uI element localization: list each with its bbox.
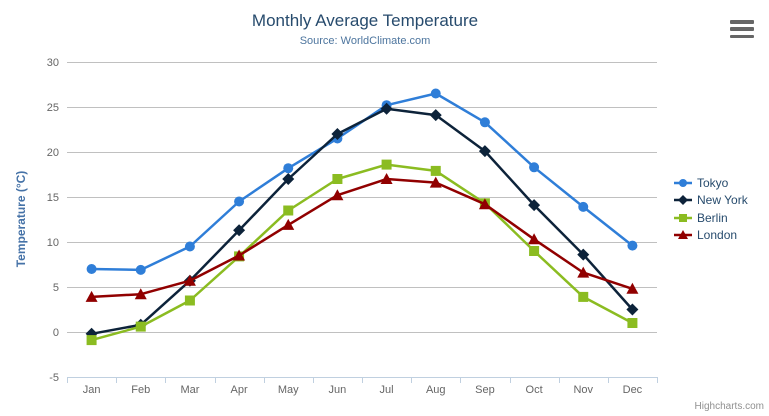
diamond-marker[interactable] [233,224,246,237]
series-line-tokyo [90,92,634,272]
y-axis-label: 10 [47,237,59,249]
y-axis-label: 0 [53,327,59,339]
y-axis-label: 20 [47,147,59,159]
x-axis-label: Mar [180,384,199,396]
series-new-york[interactable] [85,102,639,340]
triangle-marker[interactable] [478,198,491,210]
triangle-marker[interactable] [380,173,393,184]
square-marker [679,213,687,222]
x-axis-label: Apr [231,384,248,396]
circle-marker[interactable] [184,241,195,252]
triangle-marker[interactable] [183,274,196,286]
triangle-marker[interactable] [85,290,98,302]
diamond-marker[interactable] [528,199,541,212]
circle-marker[interactable] [479,117,490,128]
legend-label: Berlin [697,210,728,225]
diamond-marker[interactable] [577,248,590,261]
x-axis-label: Oct [526,384,543,396]
legend-item-new-york[interactable]: New York [674,192,748,210]
square-marker[interactable] [135,321,146,332]
square-marker[interactable] [627,318,638,328]
x-axis-label: Nov [573,384,593,396]
triangle-marker[interactable] [134,288,147,300]
circle-marker[interactable] [578,201,589,212]
square-marker[interactable] [381,159,392,170]
circle-marker[interactable] [430,88,441,99]
legend-label: New York [697,193,748,208]
hamburger-icon [730,20,754,24]
export-menu-button[interactable] [730,19,754,39]
triangle-marker[interactable] [626,282,639,294]
legend: Tokyo New York Berlin London [674,174,748,244]
diamond-legend-icon [674,195,692,206]
series-tokyo[interactable] [86,88,638,275]
legend-label: London [697,228,738,243]
diamond-marker[interactable] [380,102,393,115]
diamond-marker[interactable] [429,109,442,122]
x-axis-label: Jan [83,384,101,396]
y-axis-label: 5 [53,282,59,294]
triangle-marker[interactable] [577,266,590,278]
triangle-legend-icon [674,230,692,240]
circle-marker[interactable] [529,162,540,173]
circle-marker[interactable] [234,196,245,207]
circle-marker[interactable] [627,240,638,251]
square-marker[interactable] [430,165,441,176]
diamond-marker[interactable] [331,128,344,140]
square-marker[interactable] [529,246,540,256]
circle-marker [679,178,687,187]
highcharts-credit[interactable]: Highcharts.com [694,401,764,412]
y-axis-title: Temperature (°C) [14,171,28,268]
circle-marker[interactable] [283,163,294,174]
y-axis-label: -5 [49,372,59,384]
circle-marker[interactable] [86,264,97,274]
hamburger-icon [730,27,754,31]
x-axis-label: Aug [426,384,446,396]
x-axis-label: Feb [131,384,150,396]
x-axis-label: Dec [623,384,643,396]
legend-item-tokyo[interactable]: Tokyo [674,174,748,192]
x-axis-label: Jun [329,384,347,396]
axes: -5 0 5 10 15 20 25 30 Jan Feb Mar Apr May Jun Jul Aug Se… [47,57,658,396]
series-line-new-york [90,107,634,336]
x-axis-label: Jul [380,384,394,396]
chart-subtitle: Source: WorldClimate.com [299,35,431,47]
triangle-marker[interactable] [528,233,541,245]
y-axis-label: 15 [47,192,59,204]
legend-item-berlin[interactable]: Berlin [674,209,748,227]
triangle-marker[interactable] [429,176,442,188]
square-marker[interactable] [332,174,343,184]
square-marker[interactable] [184,295,195,306]
triangle-marker[interactable] [331,189,344,201]
series-line-london [90,177,634,299]
diamond-marker [678,195,688,206]
diamond-marker[interactable] [282,173,295,185]
legend-label: Tokyo [697,175,729,190]
hamburger-icon [730,34,754,38]
circle-marker[interactable] [135,264,146,275]
diamond-marker[interactable] [626,303,639,316]
series-line-berlin [90,163,634,342]
x-axis-label: Sep [475,384,495,396]
triangle-marker[interactable] [233,249,246,261]
triangle-marker [678,230,688,240]
triangle-marker[interactable] [282,218,295,230]
series-london[interactable] [85,173,639,302]
y-axis-label: 25 [47,102,59,114]
square-marker[interactable] [578,291,589,302]
x-axis-label: May [278,384,299,396]
square-legend-icon [674,213,692,222]
diamond-marker[interactable] [478,145,491,158]
square-marker[interactable] [283,205,294,216]
legend-item-london[interactable]: London [674,227,748,245]
y-axis-label: 30 [47,57,59,69]
square-marker[interactable] [86,335,97,346]
chart-title: Monthly Average Temperature [251,11,479,30]
circle-legend-icon [674,178,692,187]
